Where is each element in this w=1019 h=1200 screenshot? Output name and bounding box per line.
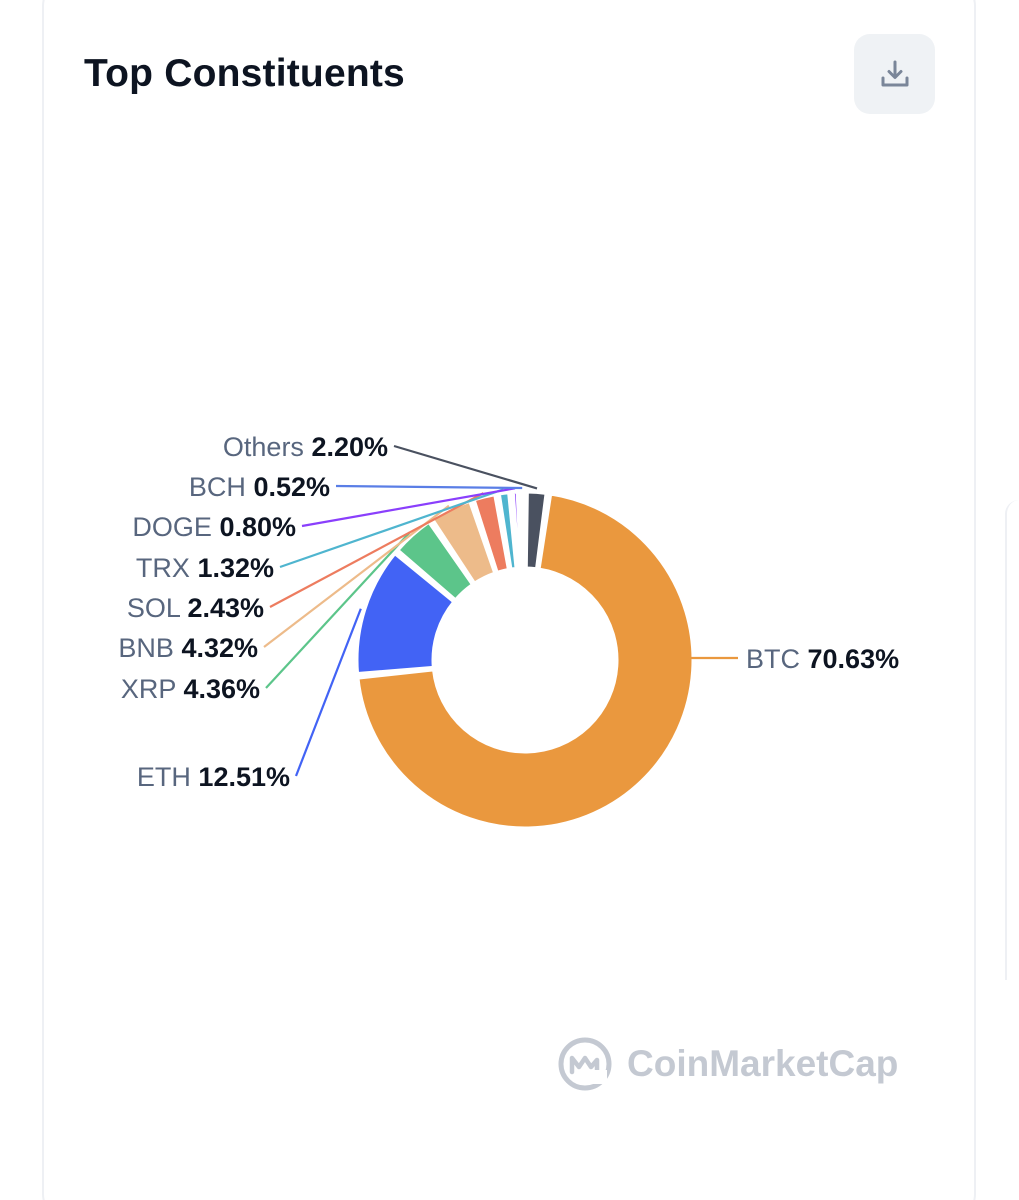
slice-value: 4.36% xyxy=(183,674,260,704)
slice-label-btc: BTC 70.63% xyxy=(746,644,899,674)
slice-name: DOGE xyxy=(132,512,219,542)
slice-name: BTC xyxy=(746,644,808,674)
slice-value: 1.32% xyxy=(197,553,274,583)
slice-value: 70.63% xyxy=(808,644,900,674)
slice-value: 2.20% xyxy=(311,432,388,462)
slice-label-others: Others 2.20% xyxy=(223,432,388,462)
card-title: Top Constituents xyxy=(84,52,405,95)
leader-line-bnb xyxy=(263,504,450,648)
slice-label-doge: DOGE 0.80% xyxy=(132,512,296,542)
slice-label-sol: SOL 2.43% xyxy=(127,593,264,623)
slice-btc[interactable] xyxy=(356,492,695,830)
leader-line-doge xyxy=(301,487,516,528)
coinmarketcap-logo xyxy=(558,1037,612,1091)
slice-others[interactable] xyxy=(524,490,548,571)
leader-line-sol xyxy=(269,492,484,608)
slice-value: 0.52% xyxy=(253,472,330,502)
slice-name: BCH xyxy=(189,472,254,502)
slice-label-bch: BCH 0.52% xyxy=(189,472,330,502)
leader-line-xrp xyxy=(265,531,411,689)
slice-name: Others xyxy=(223,432,312,462)
constituents-card xyxy=(42,0,976,1200)
slice-doge[interactable] xyxy=(511,490,523,570)
coinmarketcap-watermark: CoinMarketCap xyxy=(557,1036,898,1092)
slice-name: XRP xyxy=(121,674,184,704)
slice-bch[interactable] xyxy=(520,490,526,570)
leader-line-trx xyxy=(279,488,504,569)
slice-label-bnb: BNB 4.32% xyxy=(118,633,258,663)
leader-line-others xyxy=(393,444,538,490)
next-card-edge xyxy=(1005,500,1019,980)
slice-trx[interactable] xyxy=(497,491,518,571)
download-button[interactable] xyxy=(854,34,935,114)
slice-value: 4.32% xyxy=(181,633,258,663)
slice-value: 0.80% xyxy=(219,512,296,542)
slice-value: 2.43% xyxy=(187,593,264,623)
slice-name: ETH xyxy=(137,762,199,792)
slice-name: BNB xyxy=(118,633,181,663)
slice-name: TRX xyxy=(136,553,198,583)
slice-label-trx: TRX 1.32% xyxy=(136,553,274,583)
leader-line-eth xyxy=(294,608,362,777)
slice-label-eth: ETH 12.51% xyxy=(137,762,290,792)
leader-line-bch xyxy=(335,484,523,490)
slice-name: SOL xyxy=(127,593,188,623)
slice-value: 12.51% xyxy=(198,762,290,792)
slice-label-xrp: XRP 4.36% xyxy=(121,674,260,704)
slice-eth[interactable] xyxy=(355,552,456,675)
download-icon xyxy=(881,60,908,87)
slice-xrp[interactable] xyxy=(396,520,474,602)
brand-name: CoinMarketCap xyxy=(627,1043,899,1084)
